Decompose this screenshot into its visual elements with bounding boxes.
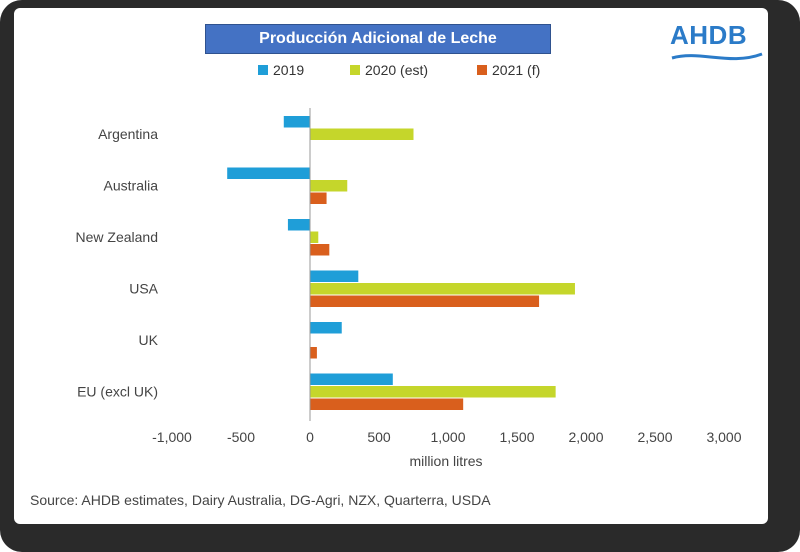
x-tick-label: -1,000: [152, 429, 192, 445]
bar-new-zealand-2019: [287, 219, 310, 231]
bar-argentina-2020: [310, 128, 414, 140]
x-tick-label: 2,500: [637, 429, 672, 445]
bar-eu-excl-uk--2019: [310, 373, 393, 385]
x-axis-title: million litres: [409, 453, 482, 469]
bar-australia-2021: [310, 192, 327, 204]
legend-item-2019: 2019: [258, 61, 304, 79]
chart-title: Producción Adicional de Leche: [205, 24, 551, 54]
chart-panel: [14, 8, 768, 524]
category-label-argentina: Argentina: [98, 126, 158, 142]
legend-label-2020: 2020 (est): [365, 62, 429, 78]
bar-argentina-2019: [283, 116, 310, 128]
legend-swatch-2021: [477, 65, 487, 75]
legend-swatch-2019: [258, 65, 268, 75]
source-note: Source: AHDB estimates, Dairy Australia,…: [30, 492, 491, 508]
legend-label-2019: 2019: [273, 62, 305, 78]
bar-uk-2019: [310, 322, 342, 334]
x-tick-label: 0: [306, 429, 314, 445]
x-tick-label: 3,000: [706, 429, 741, 445]
x-tick-label: -500: [227, 429, 255, 445]
category-label-eu-excl-uk: EU (excl UK): [77, 384, 158, 400]
logo-text: AHDB: [670, 20, 748, 50]
legend-label-2021: 2021 (f): [492, 62, 541, 78]
category-label-usa: USA: [129, 281, 158, 297]
category-label-uk: UK: [139, 332, 159, 348]
ahdb-logo: AHDB: [670, 20, 770, 66]
logo-swoosh-icon: [671, 52, 763, 61]
bar-usa-2019: [310, 270, 359, 282]
bar-eu-excl-uk--2021: [310, 398, 464, 410]
bar-new-zealand-2021: [310, 244, 330, 256]
x-tick-label: 1,500: [499, 429, 534, 445]
bar-usa-2021: [310, 295, 540, 307]
bar-usa-2020: [310, 283, 575, 295]
bar-australia-2019: [227, 167, 310, 179]
legend-item-2020: 2020 (est): [350, 61, 428, 79]
bar-new-zealand-2020: [310, 231, 319, 243]
category-label-new-zealand: New Zealand: [76, 229, 159, 245]
legend-swatch-2020: [350, 65, 360, 75]
x-tick-label: 500: [367, 429, 391, 445]
legend-item-2021: 2021 (f): [477, 61, 540, 79]
bar-eu-excl-uk--2020: [310, 386, 556, 398]
x-tick-label: 2,000: [568, 429, 603, 445]
x-tick-label: 1,000: [430, 429, 465, 445]
category-label-australia: Australia: [104, 178, 159, 194]
bar-australia-2020: [310, 180, 348, 192]
bar-uk-2021: [310, 347, 317, 359]
